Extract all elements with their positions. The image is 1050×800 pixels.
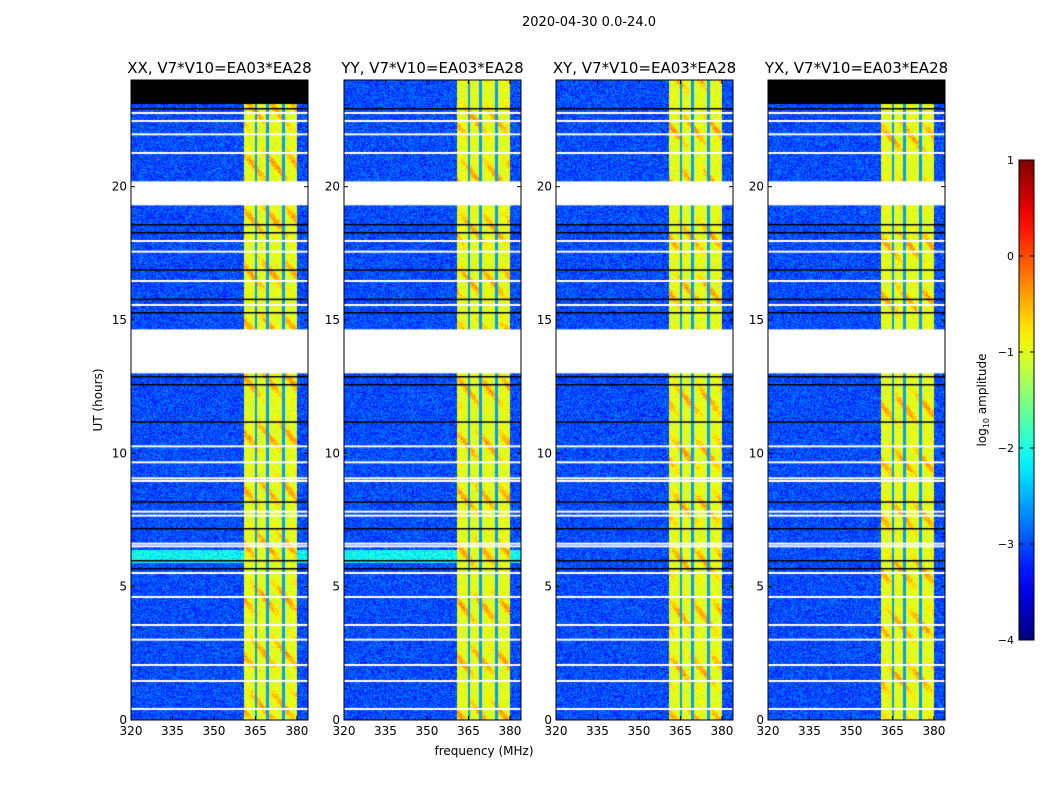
colorbar-tick-label: 1	[1007, 154, 1014, 167]
panel-title: XY, V7*V10=EA03*EA28	[553, 59, 736, 77]
heatmap-yx	[768, 80, 945, 720]
colorbar-tick-label: −4	[998, 634, 1014, 647]
x-tick-label: 350	[416, 724, 439, 738]
heatmap-xx	[131, 80, 308, 720]
y-tick-label: 10	[537, 446, 552, 460]
y-tick-label: 0	[544, 713, 552, 727]
panel-title: YY, V7*V10=EA03*EA28	[340, 59, 523, 77]
x-tick-label: 380	[922, 724, 945, 738]
x-tick-label: 335	[586, 724, 609, 738]
panel-0: XX, V7*V10=EA03*EA28 320 335 350 365 380 0 5 10 1…	[112, 59, 312, 738]
x-tick-label: 380	[710, 724, 733, 738]
panel-2: XY, V7*V10=EA03*EA28 320 335 350 365 380 0 5 10 1…	[537, 59, 736, 738]
colorbar: 1 0 −1 −2 −3 −4	[998, 154, 1035, 647]
x-tick-label: 335	[161, 724, 184, 738]
y-tick-label: 5	[119, 580, 127, 594]
y-tick-label: 15	[112, 313, 127, 327]
y-tick-label: 0	[756, 713, 764, 727]
colorbar-tick-label: 0	[1007, 250, 1014, 263]
colorbar-tick-label: −3	[998, 538, 1014, 551]
y-tick-label: 15	[537, 313, 552, 327]
y-tick-label: 15	[325, 313, 340, 327]
x-tick-label: 365	[457, 724, 480, 738]
x-tick-label: 335	[374, 724, 397, 738]
x-tick-label: 380	[285, 724, 308, 738]
colorbar-gradient	[1018, 159, 1035, 641]
axes-frame	[130, 79, 309, 721]
colorbar-tick-label: −1	[998, 346, 1014, 359]
y-tick-label: 5	[544, 580, 552, 594]
y-tick-label: 20	[537, 180, 552, 194]
x-axis-label: frequency (MHz)	[434, 744, 533, 758]
y-tick-label: 20	[325, 180, 340, 194]
y-tick-label: 0	[119, 713, 127, 727]
y-tick-label: 10	[749, 446, 764, 460]
x-tick-label: 350	[203, 724, 226, 738]
axes-frame	[767, 79, 946, 721]
y-tick-label: 5	[756, 580, 764, 594]
axes-frame	[343, 79, 522, 721]
heatmap-yy	[344, 80, 521, 720]
y-tick-label: 20	[112, 180, 127, 194]
colorbar-tick-label: −2	[998, 442, 1014, 455]
x-tick-label: 380	[498, 724, 521, 738]
y-tick-label: 0	[332, 713, 340, 727]
y-tick-label: 10	[112, 446, 127, 460]
x-tick-label: 320	[120, 724, 143, 738]
x-tick-label: 320	[333, 724, 356, 738]
heatmap-xy	[556, 80, 733, 720]
x-tick-label: 335	[798, 724, 821, 738]
suptitle: 2020-04-30 0.0-24.0	[522, 15, 656, 30]
y-tick-label: 15	[749, 313, 764, 327]
y-tick-label: 10	[325, 446, 340, 460]
panel-1: YY, V7*V10=EA03*EA28 320 335 350 365 380 0 5 10 1…	[325, 59, 524, 738]
x-tick-label: 350	[628, 724, 651, 738]
x-tick-label: 320	[757, 724, 780, 738]
colorbar-label: log10 amplitude	[975, 354, 991, 447]
panel-3: YX, V7*V10=EA03*EA28 320 335 350 365 380 0 5 10 1…	[749, 59, 948, 738]
y-tick-label: 5	[332, 580, 340, 594]
x-tick-label: 350	[840, 724, 863, 738]
panel-title: XX, V7*V10=EA03*EA28	[127, 59, 311, 77]
y-tick-label: 20	[749, 180, 764, 194]
x-tick-label: 320	[545, 724, 568, 738]
x-tick-label: 365	[669, 724, 692, 738]
panel-title: YX, V7*V10=EA03*EA28	[764, 59, 948, 77]
y-axis-label: UT (hours)	[91, 368, 105, 431]
axes-frame	[555, 79, 734, 721]
x-tick-label: 365	[244, 724, 267, 738]
x-tick-label: 365	[881, 724, 904, 738]
